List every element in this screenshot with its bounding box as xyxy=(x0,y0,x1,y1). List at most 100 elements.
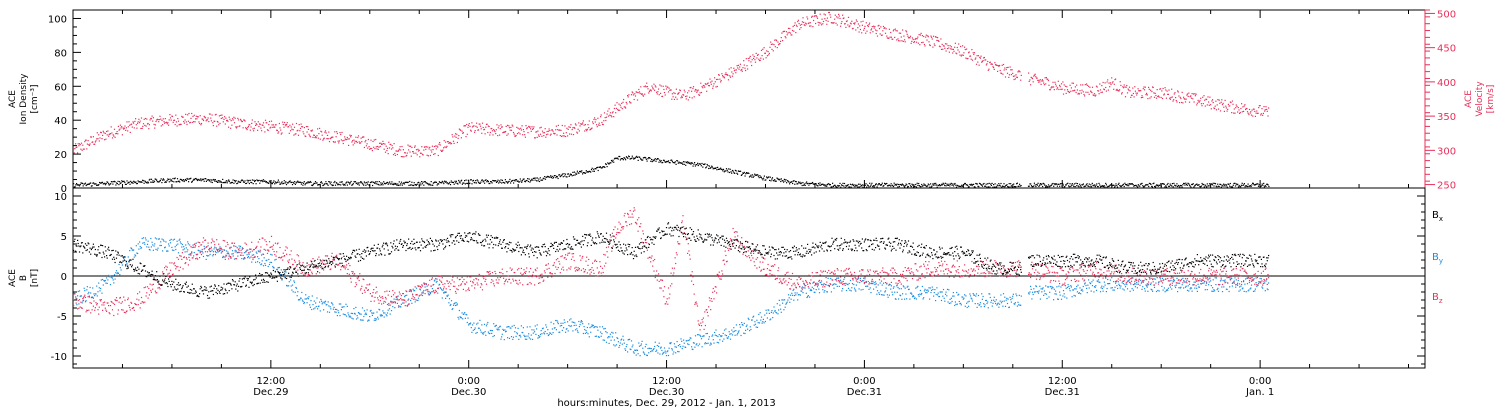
by-series-point xyxy=(796,292,798,294)
density-series-point xyxy=(927,185,929,187)
by-series-point xyxy=(549,332,551,334)
density-series-point xyxy=(326,183,328,185)
density-series-point xyxy=(648,157,650,159)
velocity-series-point xyxy=(1175,100,1177,102)
density-series-point xyxy=(1197,184,1199,186)
density-series-point xyxy=(802,182,804,184)
density-series-point xyxy=(582,173,584,175)
density-series-point xyxy=(404,181,406,183)
by-series-point xyxy=(892,294,894,296)
by-series-point xyxy=(421,292,423,294)
velocity-series-point xyxy=(1047,79,1049,82)
by-series-point xyxy=(278,266,280,269)
velocity-series-point xyxy=(398,149,400,151)
velocity-series-point xyxy=(126,121,128,123)
density-series-point xyxy=(197,178,199,180)
density-series-point xyxy=(639,156,641,158)
by-series-point xyxy=(956,291,958,294)
velocity-series-point xyxy=(933,35,935,37)
velocity-series-point xyxy=(311,129,313,131)
by-series-point xyxy=(173,249,175,251)
velocity-series-point xyxy=(933,43,935,45)
velocity-series-point xyxy=(857,23,859,25)
density-series-point xyxy=(768,176,770,178)
by-series-point xyxy=(359,319,362,321)
density-series-point xyxy=(971,185,973,187)
density-series-point xyxy=(1188,184,1191,186)
velocity-series-point xyxy=(1011,69,1013,71)
by-series-point xyxy=(266,252,269,254)
density-series-point xyxy=(814,183,816,185)
velocity-series-point xyxy=(133,127,135,129)
velocity-series-point xyxy=(782,31,784,33)
by-series-point xyxy=(462,318,464,320)
velocity-series-point xyxy=(974,58,976,60)
velocity-series-point xyxy=(851,20,853,22)
density-series-point xyxy=(504,182,506,184)
velocity-series-point xyxy=(291,128,293,130)
velocity-series-point xyxy=(342,142,344,145)
velocity-series-point xyxy=(611,112,613,114)
by-series-point xyxy=(175,244,178,246)
velocity-series-point xyxy=(427,146,429,148)
velocity-series-point xyxy=(282,121,284,123)
b-label-line: ACE xyxy=(8,269,18,287)
density-label-line: ACE xyxy=(8,90,18,108)
velocity-series-point xyxy=(1137,88,1139,90)
density-series-point xyxy=(477,180,479,182)
by-series-point xyxy=(967,301,969,303)
by-series-point xyxy=(931,289,933,291)
by-series-point xyxy=(369,310,371,312)
density-series-point xyxy=(681,162,683,164)
velocity-series-point xyxy=(756,57,758,59)
density-series-point xyxy=(432,182,434,184)
density-series-point xyxy=(827,183,829,185)
velocity-series-point xyxy=(430,149,432,151)
velocity-series-point xyxy=(1160,96,1162,99)
velocity-series-point xyxy=(277,132,279,134)
density-series-point xyxy=(1112,184,1114,186)
density-series-point xyxy=(141,181,143,183)
by-series-point xyxy=(206,254,208,257)
velocity-series-point xyxy=(1146,94,1148,96)
by-series-point xyxy=(822,284,825,286)
by-series-point xyxy=(555,329,557,331)
velocity-series-point xyxy=(634,95,637,97)
by-series-point xyxy=(133,249,135,251)
density-series-point xyxy=(294,183,296,185)
velocity-series-point xyxy=(88,144,90,147)
by-series-point xyxy=(794,292,796,294)
velocity-series-point xyxy=(1247,112,1249,114)
by-series-point xyxy=(194,243,196,245)
by-series-point xyxy=(562,322,564,324)
velocity-series-point xyxy=(1248,108,1251,111)
by-series-point xyxy=(733,327,735,329)
by-series-point xyxy=(908,288,910,290)
velocity-series-point xyxy=(873,27,875,29)
density-series-point xyxy=(558,174,560,176)
velocity-series-point xyxy=(655,86,657,88)
density-series-point xyxy=(272,181,274,183)
velocity-series-point xyxy=(1074,89,1076,91)
by-series-point xyxy=(831,279,833,281)
density-series-point xyxy=(333,182,335,184)
velocity-series-point xyxy=(340,133,342,136)
density-series-point xyxy=(83,183,85,185)
density-series-point xyxy=(831,186,833,188)
density-series-point xyxy=(389,181,391,183)
density-series-point xyxy=(385,182,387,184)
velocity-series-point xyxy=(877,25,879,27)
density-series-point xyxy=(1010,185,1012,187)
density-series-point xyxy=(517,180,519,182)
density-series-point xyxy=(981,185,984,187)
density-series-point xyxy=(1141,182,1143,184)
velocity-series-point xyxy=(1134,86,1136,88)
density-series-point xyxy=(742,172,744,174)
by-series-point xyxy=(169,239,171,241)
velocity-series-point xyxy=(1030,76,1032,78)
by-series-point xyxy=(266,259,268,261)
density-series-point xyxy=(460,180,462,182)
density-series-point xyxy=(1050,185,1052,187)
density-series-point xyxy=(866,186,868,188)
velocity-series-point xyxy=(670,89,672,91)
